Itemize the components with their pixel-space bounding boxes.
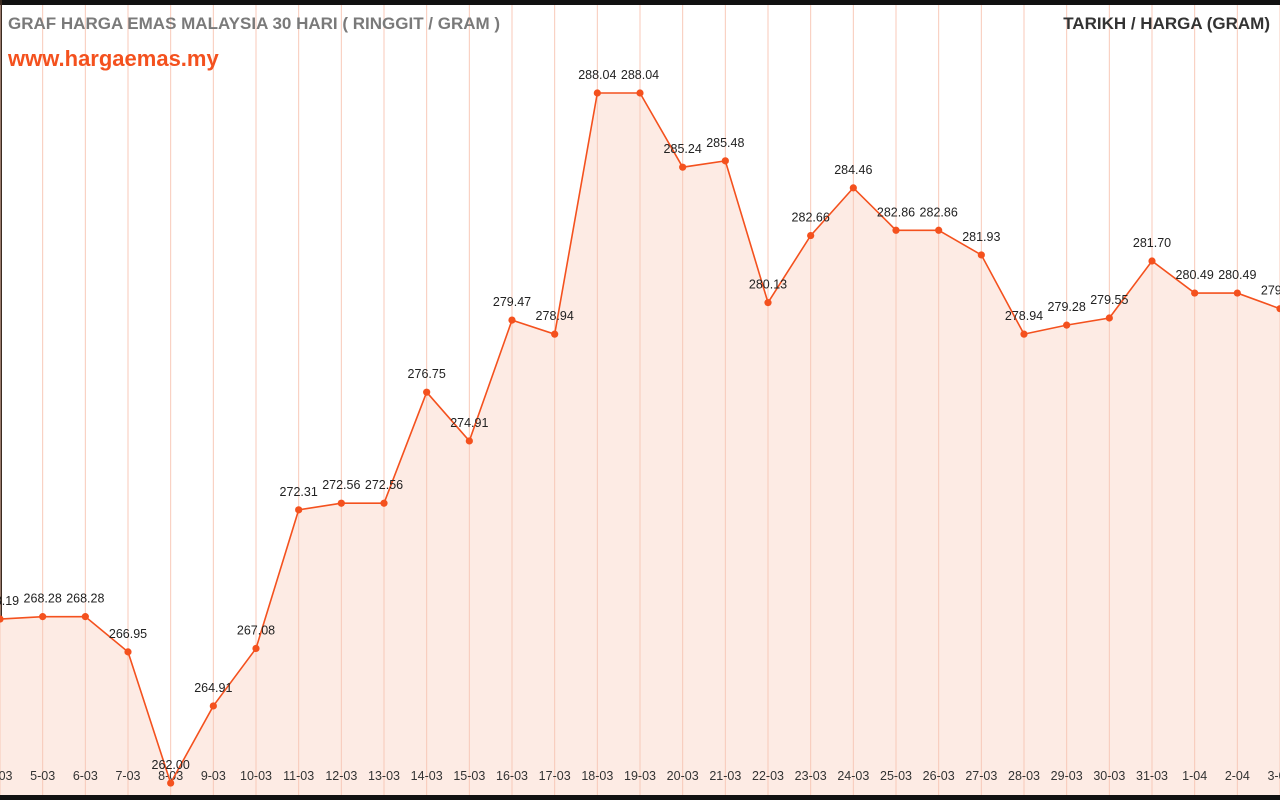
x-tick-label: 15-03 <box>453 769 485 783</box>
data-point <box>295 506 303 514</box>
data-label: 262.00 <box>152 758 190 772</box>
data-label: 281.93 <box>962 230 1000 244</box>
data-point <box>337 499 345 507</box>
data-point <box>465 437 473 445</box>
data-point <box>593 89 601 97</box>
data-label: 280.13 <box>749 278 787 292</box>
data-point <box>124 648 132 656</box>
data-label: 282.86 <box>920 205 958 219</box>
data-label: 284.46 <box>834 163 872 177</box>
data-label: 278.94 <box>1005 309 1043 323</box>
data-point <box>551 330 559 338</box>
data-point <box>1276 305 1280 313</box>
data-label: 279.28 <box>1048 300 1086 314</box>
data-point <box>1063 321 1071 329</box>
data-label: 288.04 <box>621 68 659 82</box>
x-tick-label: 29-03 <box>1051 769 1083 783</box>
data-label: 279.47 <box>493 295 531 309</box>
data-label: 268.28 <box>66 592 104 606</box>
data-point <box>81 613 89 621</box>
data-label: 274.91 <box>450 416 488 430</box>
data-label: 268.28 <box>24 592 62 606</box>
data-point <box>508 316 516 324</box>
x-tick-label: 19-03 <box>624 769 656 783</box>
data-point <box>1020 330 1028 338</box>
data-point <box>977 251 985 259</box>
x-tick-label: 27-03 <box>965 769 997 783</box>
data-point <box>209 702 217 710</box>
site-link[interactable]: www.hargaemas.my <box>8 46 219 71</box>
x-tick-label: 24-03 <box>837 769 869 783</box>
chart-title: GRAF HARGA EMAS MALAYSIA 30 HARI ( RINGG… <box>8 14 501 33</box>
top-border <box>0 0 1280 5</box>
x-tick-label: 18-03 <box>581 769 613 783</box>
data-point <box>764 299 772 307</box>
x-tick-label: 9-03 <box>201 769 226 783</box>
data-point <box>1233 289 1241 297</box>
data-label: 281.70 <box>1133 236 1171 250</box>
x-axis-line <box>0 795 1280 800</box>
data-label: 268.19 <box>0 594 19 608</box>
x-tick-label: 14-03 <box>411 769 443 783</box>
data-label: 280.49 <box>1218 268 1256 282</box>
data-label: 285.48 <box>706 136 744 150</box>
data-point <box>807 231 815 240</box>
x-tick-label: 7-03 <box>115 769 140 783</box>
data-label: 285.24 <box>664 142 702 156</box>
left-border <box>0 0 2 800</box>
x-tick-label: 21-03 <box>709 769 741 783</box>
legend-label: TARIKH / HARGA (GRAM) <box>1063 14 1270 33</box>
x-tick-label: 25-03 <box>880 769 912 783</box>
x-tick-label: 20-03 <box>667 769 699 783</box>
x-tick-label: 28-03 <box>1008 769 1040 783</box>
data-point <box>1191 289 1199 297</box>
data-label: 288.04 <box>578 68 616 82</box>
x-tick-label: 23-03 <box>795 769 827 783</box>
x-tick-label: 31-03 <box>1136 769 1168 783</box>
x-tick-label: 12-03 <box>325 769 357 783</box>
x-tick-label: 17-03 <box>539 769 571 783</box>
x-tick-label: 2-04 <box>1225 769 1250 783</box>
x-tick-label: 1-04 <box>1182 769 1207 783</box>
data-point <box>39 613 47 621</box>
data-point <box>849 184 857 192</box>
data-label: 278.94 <box>536 309 574 323</box>
x-tick-label: 13-03 <box>368 769 400 783</box>
data-point <box>892 226 900 234</box>
x-tick-label: 3-04 <box>1267 769 1280 783</box>
data-label: 272.31 <box>280 485 318 499</box>
x-tick-label: 5-03 <box>30 769 55 783</box>
data-label: 282.86 <box>877 205 915 219</box>
x-tick-label: 30-03 <box>1093 769 1125 783</box>
data-label: 272.56 <box>322 478 360 492</box>
x-tick-label: 16-03 <box>496 769 528 783</box>
data-label: 280.49 <box>1176 268 1214 282</box>
data-point <box>252 644 260 653</box>
data-point <box>380 499 388 507</box>
data-point <box>935 226 943 234</box>
x-tick-label: 10-03 <box>240 769 272 783</box>
data-label: 267.08 <box>237 623 275 637</box>
data-label: 264.91 <box>194 681 232 695</box>
data-point <box>423 388 431 396</box>
data-label: 279.55 <box>1090 293 1128 307</box>
data-label: 282.66 <box>792 211 830 225</box>
data-label: 266.95 <box>109 627 147 641</box>
x-tick-label: 22-03 <box>752 769 784 783</box>
data-point <box>0 615 4 623</box>
data-point <box>1105 314 1113 322</box>
x-tick-label: 11-03 <box>283 769 314 783</box>
data-label: 272.56 <box>365 478 403 492</box>
x-tick-label: 4-03 <box>0 769 13 783</box>
x-tick-label: 6-03 <box>73 769 98 783</box>
data-label: 276.75 <box>408 367 446 381</box>
data-point <box>636 89 644 97</box>
data-point <box>1148 257 1156 265</box>
data-point <box>167 779 175 787</box>
data-label: 279.90 <box>1261 284 1280 298</box>
data-point <box>679 163 687 171</box>
x-tick-label: 26-03 <box>923 769 955 783</box>
data-point <box>721 157 729 165</box>
